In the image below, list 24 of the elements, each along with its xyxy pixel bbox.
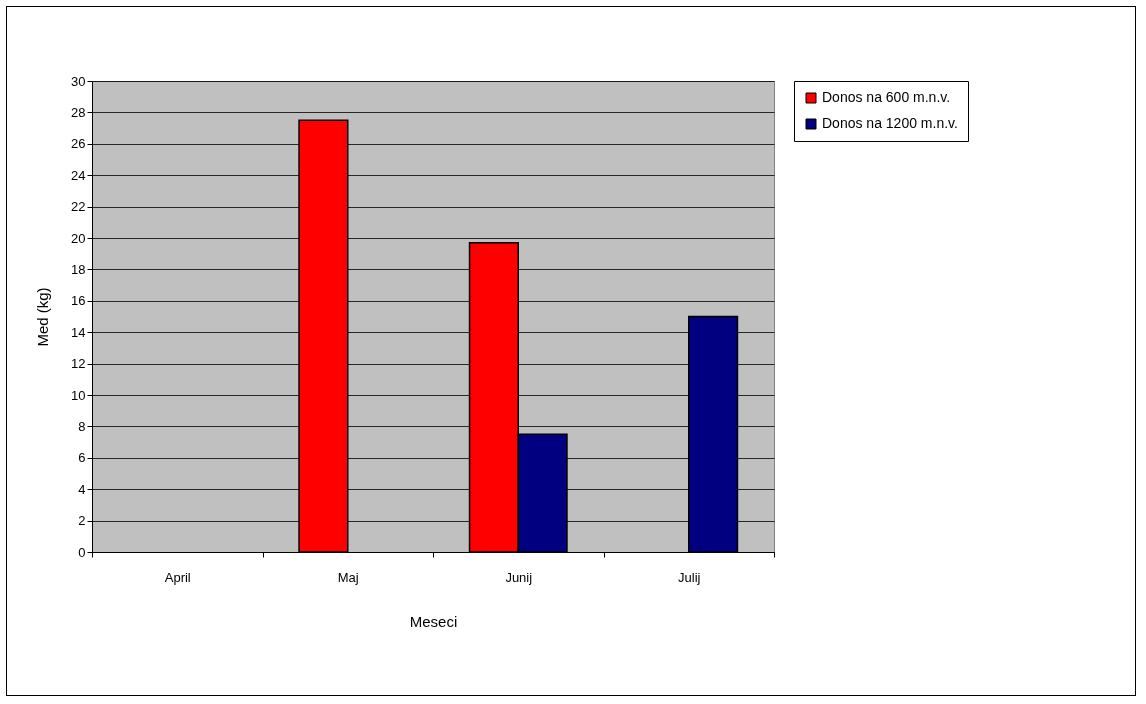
y-tick-label: 14 [71,324,86,340]
x-tick-label: Junij [505,569,533,585]
x-axis-title: Meseci [409,612,458,630]
y-tick-label: 2 [78,513,86,529]
y-tick-label: 20 [71,230,86,246]
y-tick-label: 10 [71,387,86,403]
y-tick-label: 18 [71,261,86,277]
y-axis-title: Med (kg) [34,287,52,347]
y-tick-label: 24 [71,167,86,183]
legend-label: Donos na 1200 m.n.v. [822,115,958,131]
y-tick-label: 6 [78,450,86,466]
y-tick-label: 4 [78,481,86,497]
y-tick-label: 22 [71,199,86,215]
x-tick-label: April [164,569,191,585]
y-tick-label: 8 [78,418,86,434]
y-tick-label: 26 [71,136,86,152]
y-tick-label: 28 [71,104,86,120]
x-tick-label: Maj [337,569,359,585]
y-tick-label: 12 [71,356,86,372]
legend-label: Donos na 600 m.n.v. [822,89,951,105]
x-tick-label: Julij [678,569,701,585]
y-tick-label: 16 [71,293,86,309]
y-tick-label: 30 [71,73,86,89]
y-tick-label: 0 [78,544,86,560]
